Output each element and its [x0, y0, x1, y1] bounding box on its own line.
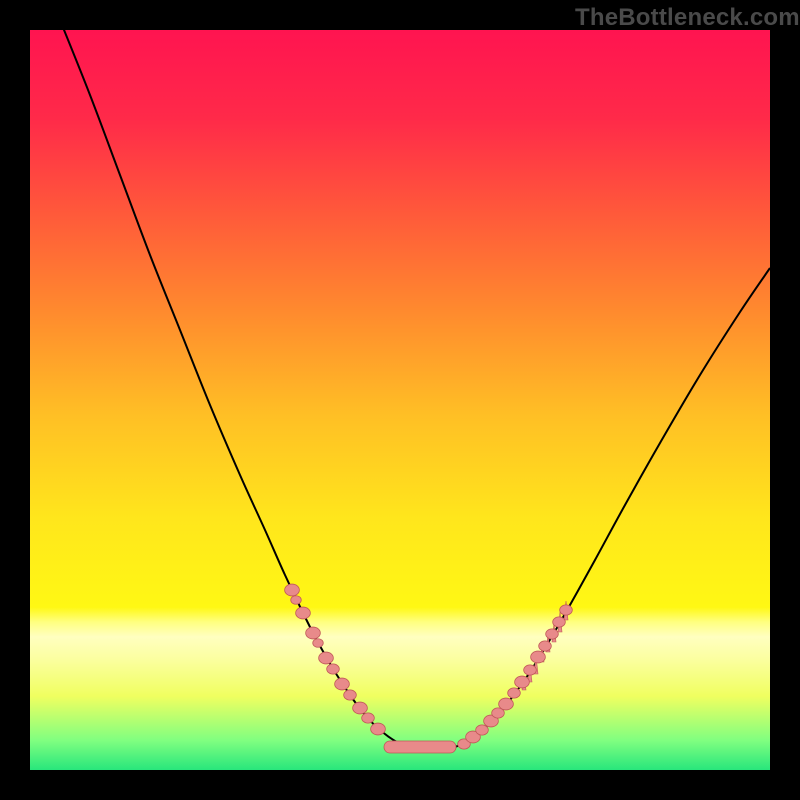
marker-dot	[327, 664, 340, 674]
marker-dot	[291, 596, 302, 605]
outer-frame: TheBottleneck.com	[0, 0, 800, 800]
marker-dot	[499, 698, 514, 710]
marker-dot	[476, 725, 489, 735]
marker-dot	[296, 607, 311, 619]
marker-dot	[515, 676, 530, 688]
marker-dot	[546, 629, 559, 639]
marker-band	[384, 741, 456, 753]
marker-dot	[319, 652, 334, 664]
plot-area	[30, 30, 770, 770]
marker-dot	[371, 723, 386, 735]
marker-dot	[335, 678, 350, 690]
marker-dot	[553, 617, 566, 627]
marker-dot	[344, 690, 357, 700]
marker-dot	[560, 605, 573, 615]
watermark-text: TheBottleneck.com	[575, 4, 800, 32]
marker-dot	[539, 641, 552, 651]
chart-svg	[30, 30, 770, 770]
marker-dot	[362, 713, 375, 723]
marker-dot	[524, 665, 537, 675]
bottleneck-curve	[60, 30, 770, 751]
marker-dot	[508, 688, 521, 698]
marker-dot	[306, 627, 321, 639]
marker-dot	[313, 639, 324, 648]
marker-dot	[353, 702, 368, 714]
marker-dot	[285, 584, 300, 596]
marker-dot	[531, 651, 546, 663]
